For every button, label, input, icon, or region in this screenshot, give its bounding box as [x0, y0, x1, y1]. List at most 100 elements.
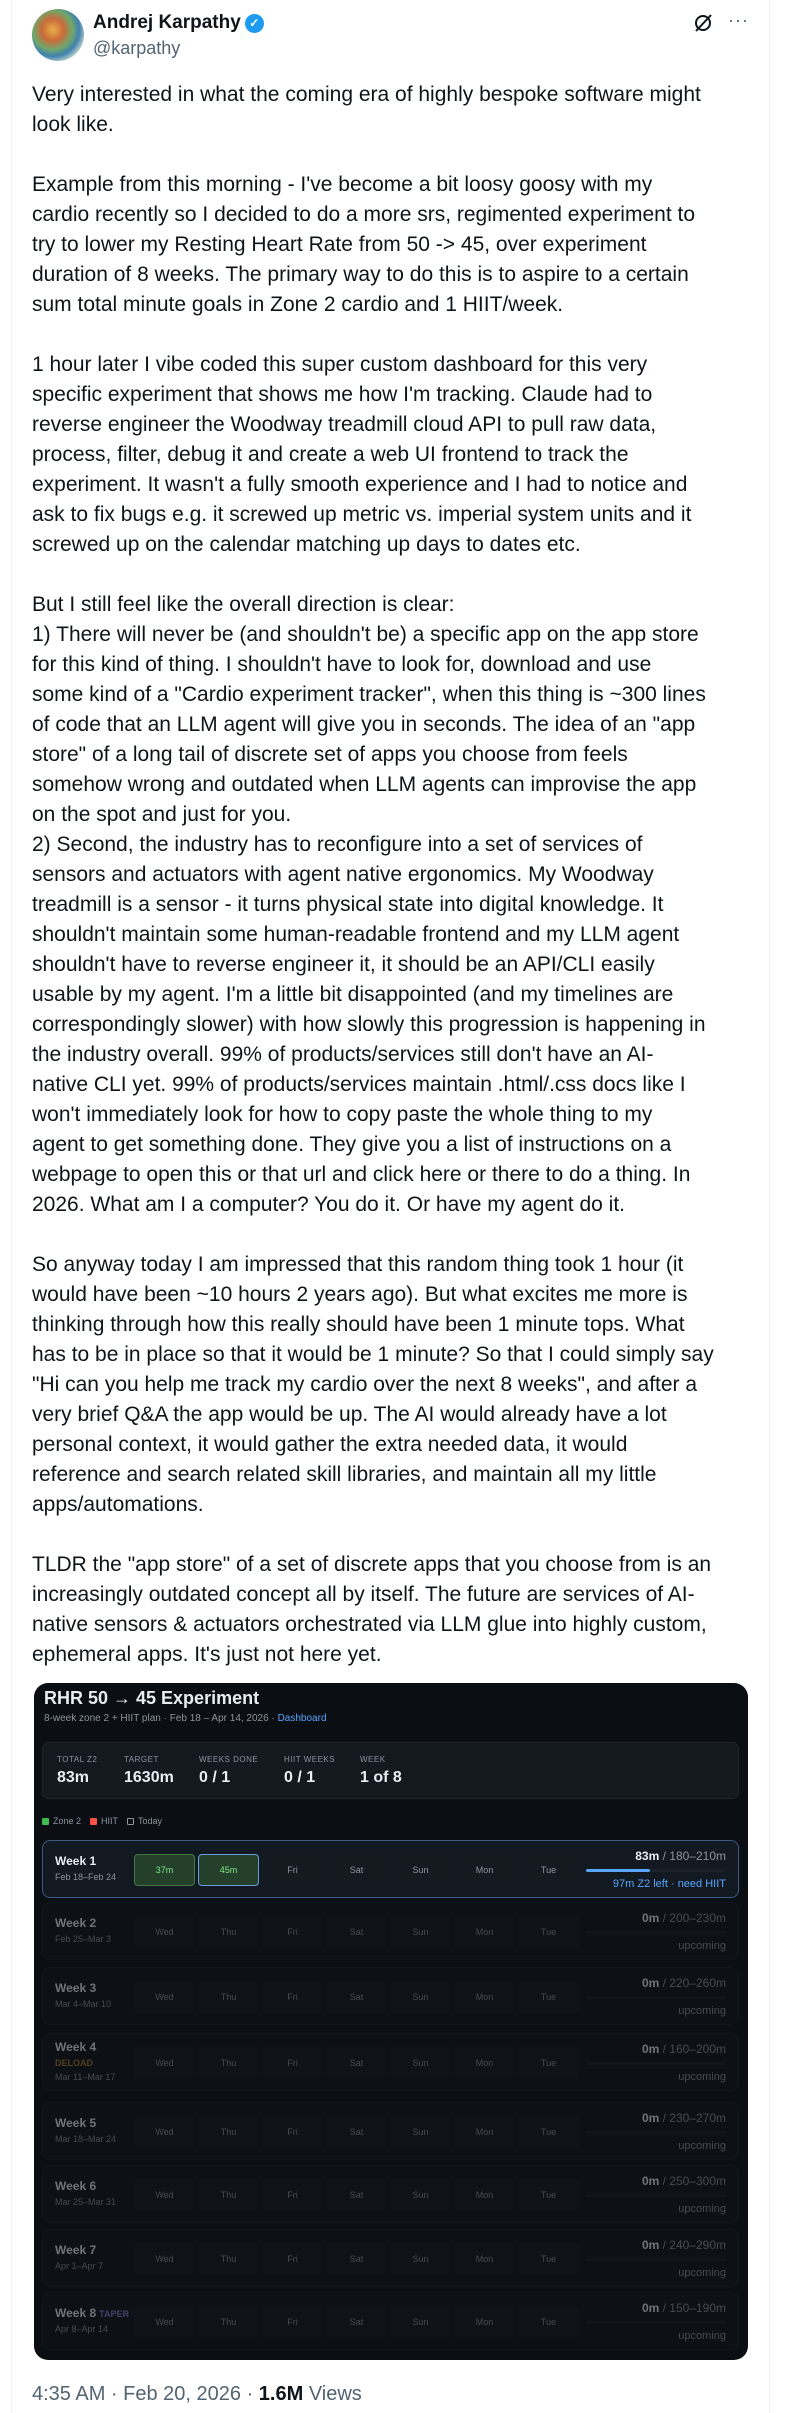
paragraph-gap: [32, 560, 714, 590]
day-cell[interactable]: Tue: [518, 1916, 579, 1948]
day-cell[interactable]: Mon: [454, 2306, 515, 2338]
day-cell[interactable]: Tue: [518, 1854, 579, 1886]
grok-icon[interactable]: [692, 12, 714, 34]
day-cell[interactable]: Sat: [326, 2116, 387, 2148]
day-cell[interactable]: Fri: [262, 2047, 323, 2079]
day-cell[interactable]: Sun: [390, 2306, 451, 2338]
day-cell[interactable]: Mon: [454, 2047, 515, 2079]
deload-tag: DELOAD: [55, 2058, 93, 2068]
day-cell[interactable]: Thu: [198, 2116, 259, 2148]
day-cell[interactable]: Fri: [262, 1854, 323, 1886]
text-line: personal context, it would gather the ex…: [32, 1433, 628, 1456]
day-cell[interactable]: Fri: [262, 2179, 323, 2211]
day-cell[interactable]: Tue: [518, 1981, 579, 2013]
week-total: 0m / 160–200m: [586, 2042, 726, 2056]
day-cell[interactable]: Fri: [262, 1981, 323, 2013]
day-cell[interactable]: Fri: [262, 2243, 323, 2275]
text-line: look like.: [32, 113, 114, 136]
week-row: Week 3 Mar 4–Mar 10 Wed Thu Fri Sat Sun Mon Tue 0…: [42, 1967, 739, 2025]
day-cell[interactable]: Sun: [390, 2047, 451, 2079]
day-cell[interactable]: Sun: [390, 2116, 451, 2148]
day-cell[interactable]: Sat: [326, 1981, 387, 2013]
day-cell[interactable]: Fri: [262, 1916, 323, 1948]
taper-tag: TAPER: [99, 2309, 129, 2319]
day-cell[interactable]: Thu: [198, 2306, 259, 2338]
day-cell[interactable]: Mon: [454, 2179, 515, 2211]
day-cell[interactable]: Wed: [134, 1981, 195, 2013]
legend-label: Zone 2: [53, 1816, 82, 1826]
day-cell[interactable]: Sat: [326, 1916, 387, 1948]
day-cell[interactable]: Mon: [454, 1854, 515, 1886]
day-cell[interactable]: Thu: [198, 2047, 259, 2079]
stat-value: 83m: [57, 1769, 90, 1786]
day-cell[interactable]: Sat: [326, 2047, 387, 2079]
progress-bar: [586, 2258, 726, 2261]
day-cell[interactable]: Tue: [518, 2047, 579, 2079]
total-minutes: 0m: [641, 2111, 660, 2125]
day-cell[interactable]: Thu: [198, 1981, 259, 2013]
week-dates: Mar 18–Mar 24: [55, 2134, 117, 2144]
week-summary: 0m / 160–200m upcoming: [586, 2042, 726, 2083]
author-handle[interactable]: @karpathy: [93, 38, 181, 58]
text-line: apps/automations.: [32, 1493, 204, 1516]
day-cell[interactable]: Wed: [134, 1916, 195, 1948]
text-line: very brief Q&A the app would be up. The …: [32, 1403, 667, 1426]
day-cell[interactable]: Sat: [326, 2243, 387, 2275]
day-cell[interactable]: Sat: [326, 1854, 387, 1886]
day-cell[interactable]: Tue: [518, 2179, 579, 2211]
day-cell[interactable]: Fri: [262, 2116, 323, 2148]
avatar[interactable]: [32, 9, 84, 61]
author-name[interactable]: Andrej Karpathy ✓: [93, 12, 264, 34]
text-line: of code that an LLM agent will give you …: [32, 713, 696, 736]
progress-bar: [586, 2062, 726, 2065]
dashboard-link[interactable]: Dashboard: [277, 1713, 327, 1724]
day-cell[interactable]: Mon: [454, 2116, 515, 2148]
day-cell[interactable]: Sun: [390, 2179, 451, 2211]
week-dates: Mar 25–Mar 31: [55, 2197, 117, 2207]
day-cell[interactable]: Wed: [134, 2306, 195, 2338]
stat-week: WEEK 1 of 8: [360, 1755, 402, 1787]
text-line: So anyway today I am impressed that this…: [32, 1253, 684, 1276]
day-cell[interactable]: Wed: [134, 2047, 195, 2079]
day-cell[interactable]: 45m: [198, 1854, 259, 1886]
more-icon[interactable]: ···: [728, 10, 749, 30]
day-cell[interactable]: Fri: [262, 2306, 323, 2338]
day-cell[interactable]: Thu: [198, 2243, 259, 2275]
day-cell[interactable]: Tue: [518, 2116, 579, 2148]
day-cell[interactable]: Mon: [454, 2243, 515, 2275]
day-cell[interactable]: Sat: [326, 2306, 387, 2338]
text-line: But I still feel like the overall direct…: [32, 593, 455, 616]
week-total: 0m / 240–290m: [586, 2238, 726, 2252]
paragraph-gap: [32, 1520, 714, 1550]
stat-label: WEEK: [360, 1755, 386, 1764]
day-cell[interactable]: Mon: [454, 1981, 515, 2013]
day-cell[interactable]: Thu: [198, 2179, 259, 2211]
day-cell[interactable]: Mon: [454, 1916, 515, 1948]
week-total: 0m / 200–230m: [586, 1911, 726, 1925]
day-cells: Wed Thu Fri Sat Sun Mon Tue: [134, 2243, 579, 2275]
day-cell[interactable]: Sun: [390, 1981, 451, 2013]
week-status: upcoming: [678, 1940, 726, 1952]
text-line: try to lower my Resting Heart Rate from …: [32, 233, 647, 256]
week-row: Week 6 Mar 25–Mar 31 Wed Thu Fri Sat Sun Mon Tue…: [42, 2165, 739, 2223]
tweet-card: [11, 0, 770, 2413]
dashboard-image[interactable]: RHR 50 → 45 Experiment 8-week zone 2 + H…: [34, 1683, 748, 2360]
day-cell[interactable]: Sat: [326, 2179, 387, 2211]
day-cell[interactable]: Sun: [390, 1916, 451, 1948]
day-cell[interactable]: Wed: [134, 2243, 195, 2275]
day-cell[interactable]: Tue: [518, 2243, 579, 2275]
progress-bar: [586, 2321, 726, 2324]
day-cell[interactable]: 37m: [134, 1854, 195, 1886]
dashboard-subtitle: 8-week zone 2 + HIIT plan · Feb 18 – Apr…: [44, 1713, 327, 1724]
day-cell[interactable]: Thu: [198, 1916, 259, 1948]
week-status: upcoming: [678, 2005, 726, 2017]
day-cell[interactable]: Tue: [518, 2306, 579, 2338]
day-cell[interactable]: Wed: [134, 2116, 195, 2148]
text-line: webpage to open this or that url and cli…: [32, 1163, 691, 1186]
week-summary: 0m / 230–270m upcoming: [586, 2111, 726, 2152]
day-cell[interactable]: Sun: [390, 2243, 451, 2275]
day-cell[interactable]: Wed: [134, 2179, 195, 2211]
stat-total-z2: TOTAL Z2 83m: [57, 1755, 97, 1787]
day-cell[interactable]: Sun: [390, 1854, 451, 1886]
week-title: Week 8: [55, 2306, 97, 2320]
